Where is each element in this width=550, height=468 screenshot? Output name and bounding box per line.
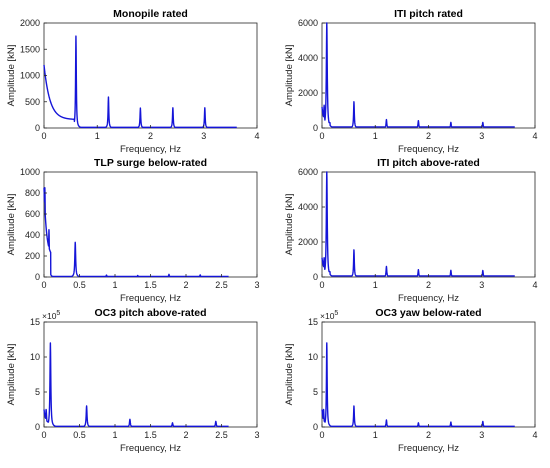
y-tick-label: 0 xyxy=(35,123,40,133)
x-tick-label: 1 xyxy=(112,280,117,290)
x-tick-label: 4 xyxy=(532,131,537,141)
plot-area xyxy=(43,171,258,278)
chart-panel-5: 0 0.5 1 1.5 2 2.5 3 0 5 10 15 OC3 pitch above-rated… xyxy=(6,307,260,454)
y-tick-label: 6000 xyxy=(298,18,318,28)
y-tick-label: 5 xyxy=(35,387,40,397)
x-tick-label: 4 xyxy=(254,131,259,141)
y-axis-label: Amplitude [kN] xyxy=(284,45,295,107)
y-tick-label: 10 xyxy=(30,352,40,362)
y-tick-label: 200 xyxy=(25,251,40,261)
x-tick-label: 4 xyxy=(532,280,537,290)
series-line xyxy=(43,187,230,278)
plot-area xyxy=(43,321,258,428)
chart-title: OC3 pitch above-rated xyxy=(94,307,206,319)
x-tick-label: 2 xyxy=(426,430,431,440)
chart-title: OC3 yaw below-rated xyxy=(375,307,481,319)
x-tick-label: 3 xyxy=(479,131,484,141)
chart-panel-6: 0 1 2 3 4 0 5 10 15 OC3 yaw below-rated Frequency,… xyxy=(284,307,538,454)
x-tick-label: 3 xyxy=(254,430,259,440)
x-tick-label: 2 xyxy=(183,280,188,290)
y-tick-label: 0 xyxy=(35,272,40,282)
x-tick-label: 1 xyxy=(95,131,100,141)
chart-title: TLP surge below-rated xyxy=(94,157,207,169)
y-tick-label: 4000 xyxy=(298,202,318,212)
y-tick-label: 1500 xyxy=(20,44,40,54)
x-tick-label: 3 xyxy=(201,131,206,141)
y-tick-label: 2000 xyxy=(298,237,318,247)
plot-area xyxy=(321,22,536,129)
y-tick-label: 1000 xyxy=(20,71,40,81)
x-tick-label: 1 xyxy=(373,280,378,290)
chart-title: ITI pitch above-rated xyxy=(377,157,480,169)
x-tick-label: 0.5 xyxy=(73,430,86,440)
chart-panel-1: 0 1 2 3 4 0 500 1000 1500 2000 Monopile rated Frequ… xyxy=(6,8,260,155)
y-axis-label: Amplitude [kN] xyxy=(6,194,17,256)
x-tick-label: 1 xyxy=(373,131,378,141)
chart-panel-2: 0 1 2 3 4 0 2000 4000 6000 ITI pitch rated Frequen… xyxy=(284,8,538,155)
y-tick-label: 500 xyxy=(25,97,40,107)
y-tick-label: 0 xyxy=(313,272,318,282)
y-tick-label: 4000 xyxy=(298,53,318,63)
y-tick-label: 800 xyxy=(25,188,40,198)
chart-title: Monopile rated xyxy=(113,8,188,20)
y-tick-label: 15 xyxy=(308,317,318,327)
series-line xyxy=(321,342,516,427)
x-axis-label: Frequency, Hz xyxy=(398,293,459,304)
x-axis-label: Frequency, Hz xyxy=(120,443,181,454)
x-tick-label: 2 xyxy=(183,430,188,440)
x-tick-label: 0 xyxy=(319,430,324,440)
x-axis-label: Frequency, Hz xyxy=(120,293,181,304)
x-tick-label: 0 xyxy=(41,430,46,440)
x-axis-label: Frequency, Hz xyxy=(398,443,459,454)
y-tick-label: 15 xyxy=(30,317,40,327)
y-axis-label: Amplitude [kN] xyxy=(6,45,17,107)
x-axis-label: Frequency, Hz xyxy=(398,144,459,155)
x-tick-label: 0 xyxy=(319,131,324,141)
x-tick-label: 2 xyxy=(426,131,431,141)
chart-panel-4: 0 1 2 3 4 0 2000 4000 6000 ITI pitch above-rated F… xyxy=(284,157,538,304)
y-tick-label: 400 xyxy=(25,230,40,240)
x-tick-label: 2.5 xyxy=(215,280,228,290)
x-tick-label: 1.5 xyxy=(144,430,157,440)
x-tick-label: 3 xyxy=(479,430,484,440)
y-axis-label: Amplitude [kN] xyxy=(284,344,295,406)
series-line xyxy=(321,22,516,128)
y-tick-label: 0 xyxy=(313,422,318,432)
x-tick-label: 2 xyxy=(426,280,431,290)
chart-panel-3: 0 0.5 1 1.5 2 2.5 3 0 200 400 600 800 1000 TLP surge … xyxy=(6,157,260,304)
x-tick-label: 3 xyxy=(479,280,484,290)
x-tick-label: 1.5 xyxy=(144,280,157,290)
x-tick-label: 4 xyxy=(532,430,537,440)
x-axis-label: Frequency, Hz xyxy=(120,144,181,155)
y-tick-label: 600 xyxy=(25,209,40,219)
plot-area xyxy=(321,171,536,278)
y-tick-label: 10 xyxy=(308,352,318,362)
y-tick-label: 2000 xyxy=(298,88,318,98)
x-tick-label: 1 xyxy=(373,430,378,440)
x-tick-label: 2 xyxy=(148,131,153,141)
y-axis-exponent: ×105 xyxy=(42,310,60,321)
y-axis-label: Amplitude [kN] xyxy=(6,344,17,406)
x-tick-label: 3 xyxy=(254,280,259,290)
series-line xyxy=(321,171,516,277)
y-tick-label: 5 xyxy=(313,387,318,397)
x-tick-label: 0 xyxy=(41,131,46,141)
x-tick-label: 0 xyxy=(41,280,46,290)
y-axis-label: Amplitude [kN] xyxy=(284,194,295,256)
y-tick-label: 1000 xyxy=(20,167,40,177)
x-tick-label: 0 xyxy=(319,280,324,290)
y-tick-label: 0 xyxy=(313,123,318,133)
chart-title: ITI pitch rated xyxy=(394,8,463,20)
y-axis-exponent: ×105 xyxy=(320,310,338,321)
series-line xyxy=(43,342,230,427)
y-tick-label: 2000 xyxy=(20,18,40,28)
plot-area xyxy=(43,22,258,129)
x-tick-label: 1 xyxy=(112,430,117,440)
y-tick-label: 6000 xyxy=(298,167,318,177)
plot-area xyxy=(321,321,536,428)
x-tick-label: 2.5 xyxy=(215,430,228,440)
x-tick-label: 0.5 xyxy=(73,280,86,290)
y-tick-label: 0 xyxy=(35,422,40,432)
